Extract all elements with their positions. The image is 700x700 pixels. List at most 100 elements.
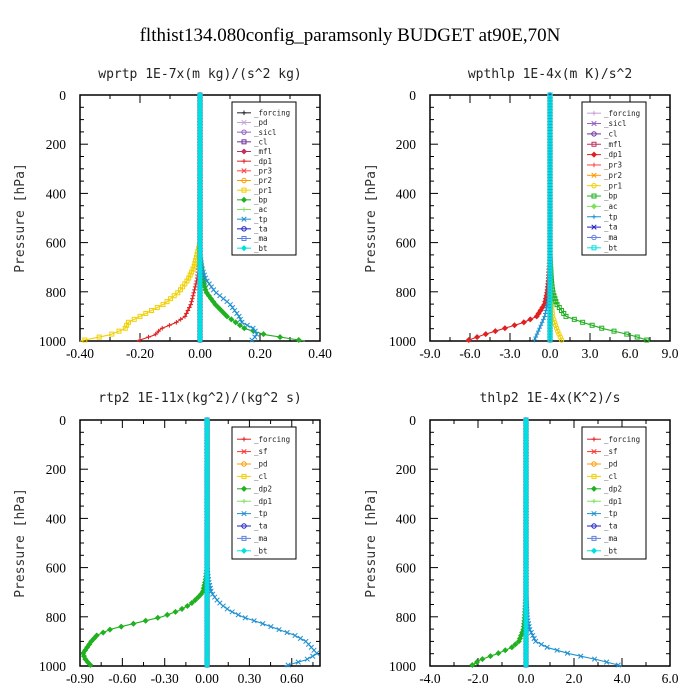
legend-label: _pr1 — [604, 181, 622, 190]
y-tick-label: 800 — [396, 285, 417, 300]
x-tick-label: 0.00 — [188, 346, 212, 361]
series-point — [190, 293, 196, 299]
legend-label: _bt — [254, 244, 268, 253]
series-point — [538, 641, 545, 648]
series-point — [215, 304, 222, 311]
series-point — [190, 266, 196, 272]
series-point — [260, 331, 267, 338]
legend-label: _sf — [604, 447, 618, 456]
series-point — [189, 299, 194, 304]
series-point — [232, 319, 239, 326]
y-axis-label: Pressure [hPa] — [364, 163, 379, 273]
y-tick-label: 1000 — [39, 659, 66, 674]
y-tick-label: 800 — [396, 610, 417, 625]
legend-label: _pd — [254, 118, 268, 127]
x-tick-label: 0.0 — [518, 671, 535, 686]
legend-label: _pd — [254, 460, 268, 469]
series-point — [184, 602, 191, 610]
x-tick-label: 2.0 — [566, 671, 583, 686]
legend-label: _tp — [254, 509, 268, 518]
legend-label: _ta — [604, 522, 618, 531]
series-point — [235, 612, 241, 618]
series-point — [130, 620, 137, 627]
legend-label: _pr1 — [254, 186, 272, 195]
x-tick-label: -0.30 — [151, 671, 179, 686]
legend-label: _ac — [254, 205, 268, 214]
x-tick-label: -0.20 — [126, 346, 154, 361]
legend: _forcing _sf _pd _cl _dp2 _dp1 _tp _ta _ma _bt — [581, 426, 647, 560]
y-axis-label: Pressure [hPa] — [364, 488, 379, 598]
legend-label: _dp1 — [604, 497, 622, 506]
series-point — [153, 331, 159, 337]
x-tick-label: -0.90 — [66, 671, 94, 686]
x-tick-label: -0.60 — [108, 671, 136, 686]
series-point — [164, 299, 170, 305]
series-point — [187, 272, 193, 278]
legend-label: _bp — [254, 195, 268, 204]
y-axis-label: Pressure [hPa] — [13, 163, 28, 273]
panel-wpthlp: wpthlp 1E-4x(m K)/s^2 Pressure [hPa] -9.… — [364, 67, 679, 361]
legend-label: _ma — [254, 234, 268, 243]
x-tick-label: -2.0 — [467, 671, 489, 686]
panel-title: thlp2 1E-4x(K^2)/s — [480, 391, 621, 406]
series-point — [171, 293, 177, 299]
series-point — [137, 337, 143, 343]
panel-rtp2: rtp2 1E-11x(kg^2)/(kg^2 s) Pressure [hPa… — [13, 391, 321, 686]
series-point — [192, 287, 197, 293]
x-tick-label: 6.0 — [622, 346, 639, 361]
y-tick-label: 200 — [46, 137, 67, 152]
legend-label: _ta — [254, 224, 268, 233]
legend-label: _cl — [604, 472, 618, 481]
series-point — [122, 325, 128, 331]
legend-label: _bt — [604, 546, 618, 555]
series-line — [465, 95, 551, 342]
legend-label: _forcing — [254, 435, 290, 444]
series-point — [154, 305, 160, 311]
series-point — [244, 322, 250, 328]
legend-label: _dp1 — [604, 150, 622, 159]
series-point — [82, 337, 88, 343]
y-tick-label: 1000 — [389, 659, 416, 674]
series-point — [177, 287, 183, 293]
series-point — [292, 632, 298, 639]
y-tick-label: 600 — [396, 561, 417, 576]
legend-label: _ma — [604, 534, 618, 543]
legend-label: _mfl — [604, 140, 622, 149]
legend-label: _pr2 — [604, 171, 622, 180]
legend-label: _bt — [254, 546, 268, 555]
legend-label: _forcing — [254, 108, 290, 117]
series-point — [106, 626, 113, 633]
series-point — [192, 284, 198, 290]
x-tick-label: -4.0 — [419, 671, 441, 686]
series-point — [511, 322, 518, 329]
y-tick-label: 200 — [396, 462, 417, 477]
series-dp1 — [136, 92, 203, 343]
series-point — [469, 661, 476, 669]
series-point — [502, 647, 509, 654]
series-point — [234, 310, 240, 317]
legend: _forcing_pd_sicl_cl_mfl_dp1_pr3_pr2_pr1_… — [231, 101, 297, 256]
series-dp2 — [80, 416, 211, 669]
y-tick-label: 600 — [46, 236, 67, 251]
series-point — [212, 301, 219, 308]
series-point — [167, 322, 172, 328]
series-point — [131, 316, 137, 322]
legend-label: _pr2 — [254, 176, 272, 185]
y-axis-label: Pressure [hPa] — [13, 488, 28, 598]
y-tick-label: 0 — [409, 88, 416, 103]
series-point — [146, 334, 151, 340]
series-point — [304, 656, 310, 662]
series-dp2 — [469, 416, 530, 669]
y-tick-label: 200 — [396, 137, 417, 152]
legend-label: _tp — [604, 212, 618, 221]
x-tick-label: -9.0 — [419, 346, 441, 361]
panel-title: wprtp 1E-7x(m kg)/(s^2 kg) — [98, 67, 302, 82]
x-tick-label: 0.00 — [195, 671, 219, 686]
legend-label: _ta — [254, 522, 268, 531]
series-point — [492, 328, 499, 335]
series-point — [224, 606, 230, 612]
series-point — [164, 611, 171, 618]
x-tick-label: 0.0 — [542, 346, 559, 361]
x-tick-label: 6.0 — [662, 671, 679, 686]
series-pr1 — [79, 92, 203, 343]
